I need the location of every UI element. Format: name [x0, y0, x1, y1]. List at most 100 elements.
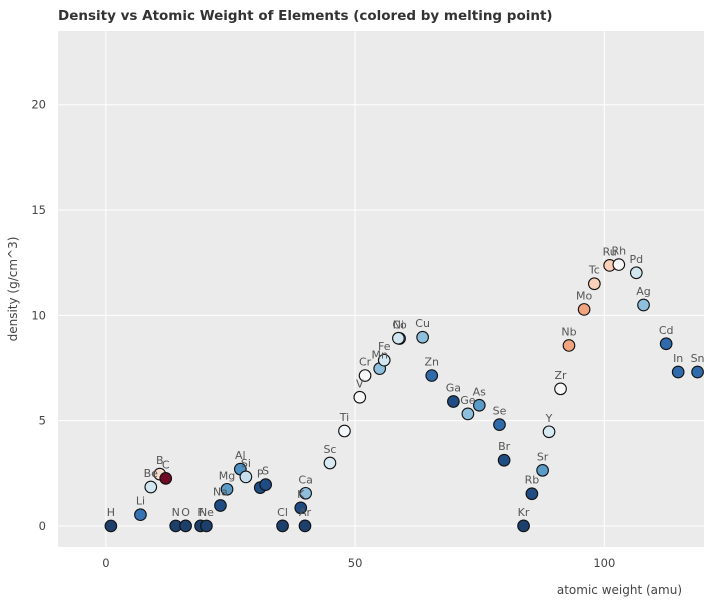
x-axis-title: atomic weight (amu) [557, 583, 682, 597]
point-sc [323, 456, 337, 470]
point-s [259, 478, 273, 492]
point-label-v: V [356, 377, 364, 390]
y-tick-label: 10 [31, 308, 46, 322]
point-as [472, 398, 486, 412]
point-label-be: Be [144, 467, 159, 480]
point-v [353, 390, 367, 404]
gridlines [58, 31, 704, 547]
point-label-si: Si [241, 457, 251, 470]
point-label-p: P [257, 468, 264, 481]
point-label-zr: Zr [555, 369, 568, 382]
point-label-li: Li [136, 495, 145, 508]
point-label-pd: Pd [629, 253, 643, 266]
point-label-al: Al [235, 449, 246, 462]
point-label-se: Se [493, 405, 507, 418]
point-ne [200, 519, 213, 533]
point-label-b: B [156, 454, 164, 467]
point-nb [562, 339, 576, 352]
point-mo [577, 303, 591, 316]
point-be [144, 480, 158, 494]
y-tick-label: 0 [39, 519, 46, 533]
point-cl [276, 519, 289, 533]
point-label-cd: Cd [659, 324, 674, 337]
point-label-na: Na [213, 486, 228, 499]
point-h [104, 519, 118, 533]
point-ti [338, 424, 351, 438]
point-label-s: S [262, 465, 269, 478]
y-tick-label: 15 [31, 203, 46, 217]
x-tick-label: 50 [348, 556, 363, 570]
axis-ticks: 0 5 10 15 20 0 50 100 [31, 98, 615, 570]
point-ca [299, 486, 312, 500]
point-label-sc: Sc [323, 443, 336, 456]
point-label-mn: Mn [371, 349, 387, 362]
point-br [497, 453, 511, 467]
point-mg [220, 482, 234, 496]
point-ag [637, 298, 650, 312]
point-na [214, 499, 227, 512]
y-tick-label: 5 [39, 414, 46, 428]
point-label-ti: Ti [339, 411, 349, 424]
point-label-k: K [297, 488, 305, 501]
point-label-ag: Ag [636, 285, 651, 298]
point-label-rb: Rb [525, 474, 540, 487]
point-o [179, 519, 192, 533]
point-label-co: Co [392, 318, 407, 331]
point-label-nb: Nb [561, 325, 576, 338]
point-label-as: As [473, 385, 487, 398]
point-label-h: H [107, 506, 115, 519]
point-rb [525, 487, 539, 501]
y-tick-label: 20 [31, 98, 46, 112]
point-kr [517, 519, 530, 533]
point-ar [298, 519, 312, 533]
point-label-cu: Cu [415, 317, 430, 330]
point-ga [447, 395, 460, 408]
point-in [671, 365, 685, 379]
point-label-in: In [673, 352, 683, 365]
point-label-tc: Tc [588, 264, 600, 277]
point-label-mg: Mg [219, 469, 235, 482]
point-label-mo: Mo [576, 289, 592, 302]
point-fe [377, 353, 391, 367]
point-label-ca: Ca [298, 473, 312, 486]
chart-title: Density vs Atomic Weight of Elements (co… [58, 8, 553, 24]
point-label-ne: Ne [199, 506, 214, 519]
point-zn [425, 369, 439, 382]
point-label-n: N [172, 506, 180, 519]
point-cu [416, 330, 429, 344]
point-k [294, 501, 308, 515]
point-label-rh: Rh [612, 245, 627, 258]
y-axis-title: density (g/cm^3) [6, 237, 20, 342]
point-label-ni: Ni [393, 318, 404, 331]
point-cd [659, 337, 673, 351]
point-label-cl: Cl [277, 506, 288, 519]
point-ni [392, 331, 405, 345]
point-pd [629, 266, 643, 280]
point-label-y: Y [545, 412, 553, 425]
point-label-fe: Fe [378, 340, 391, 353]
point-tc [587, 277, 601, 291]
point-label-sr: Sr [537, 450, 549, 463]
point-label-br: Br [498, 440, 511, 453]
point-label-cr: Cr [359, 356, 372, 369]
point-label-ge: Ge [460, 394, 476, 407]
x-tick-label: 100 [593, 556, 615, 570]
point-se [493, 418, 506, 431]
point-zr [554, 382, 567, 396]
point-label-ga: Ga [446, 381, 461, 394]
point-label-zn: Zn [424, 356, 439, 369]
point-label-ru: Ru [603, 245, 617, 258]
point-label-sn: Sn [691, 352, 704, 365]
point-si [239, 470, 253, 484]
point-li [134, 508, 147, 522]
data-points [104, 258, 704, 533]
point-c [159, 471, 173, 485]
point-label-ar: Ar [299, 506, 312, 519]
point-sr [536, 463, 549, 477]
point-ge [461, 407, 475, 421]
point-label-kr: Kr [518, 506, 530, 519]
point-label-f: F [197, 506, 203, 519]
